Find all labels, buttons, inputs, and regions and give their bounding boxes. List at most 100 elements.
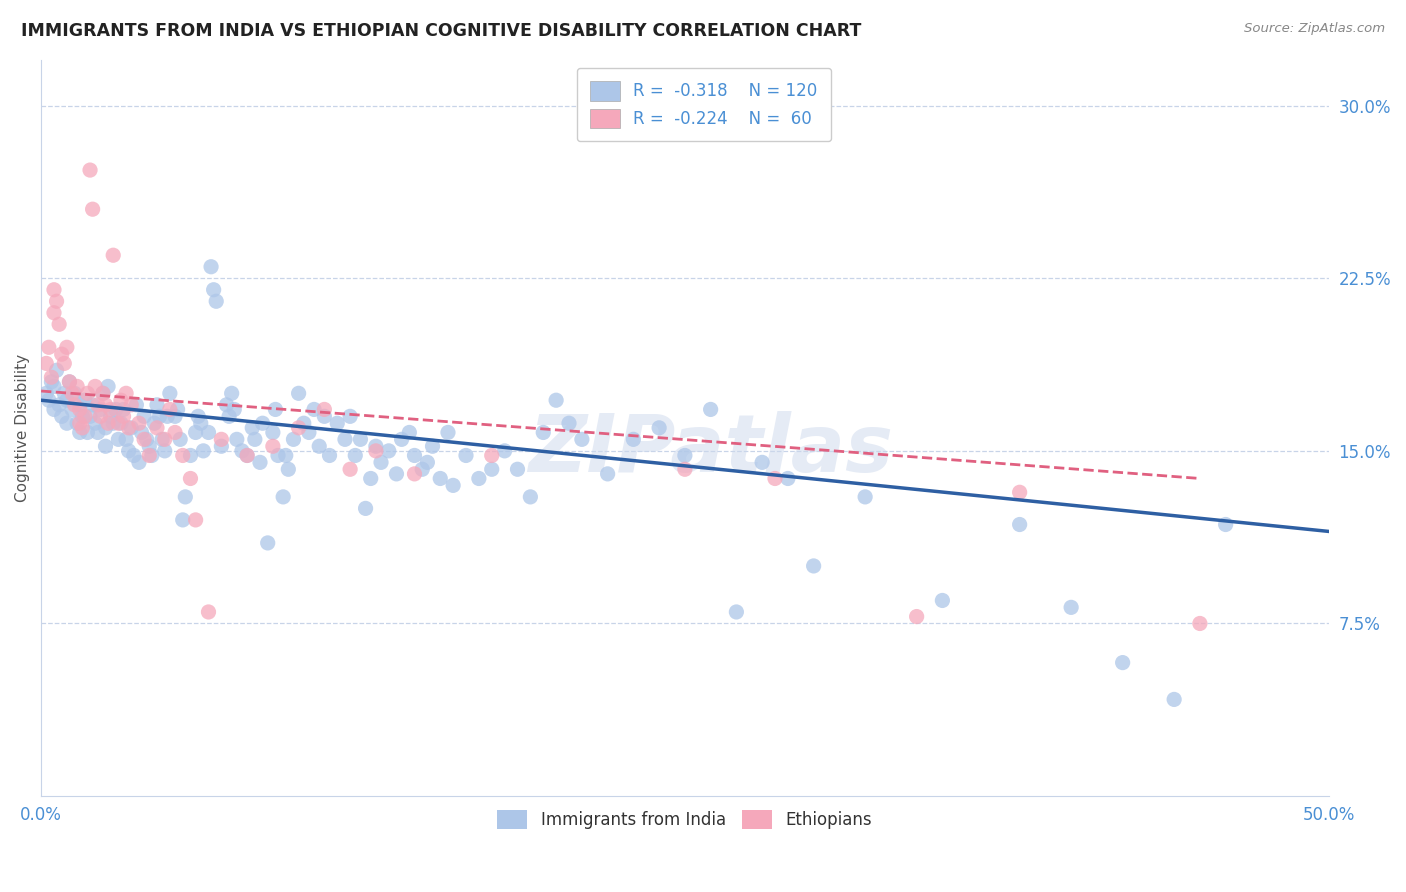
Point — [135, 433, 157, 447]
Point — [454, 449, 477, 463]
Point — [179, 471, 201, 485]
Point — [172, 449, 194, 463]
Point — [156, 409, 179, 424]
Point — [120, 398, 142, 412]
Point — [1060, 600, 1083, 615]
Point — [163, 425, 186, 440]
Point — [132, 409, 155, 424]
Point — [122, 449, 145, 463]
Point — [51, 347, 73, 361]
Point — [159, 402, 181, 417]
Point — [236, 449, 259, 463]
Point — [262, 425, 284, 440]
Point — [73, 409, 96, 424]
Point — [91, 386, 114, 401]
Point — [416, 455, 439, 469]
Point — [79, 409, 101, 424]
Point — [76, 425, 98, 440]
Point — [558, 416, 581, 430]
Point — [72, 409, 94, 424]
Point — [45, 363, 67, 377]
Point — [66, 416, 89, 430]
Point — [385, 467, 408, 481]
Point — [48, 398, 70, 412]
Point — [76, 386, 98, 401]
Point — [699, 402, 721, 417]
Point — [673, 462, 696, 476]
Point — [42, 283, 65, 297]
Point — [118, 421, 141, 435]
Point — [197, 605, 219, 619]
Point — [79, 163, 101, 178]
Point — [190, 416, 212, 430]
Point — [138, 439, 160, 453]
Point — [104, 402, 127, 417]
Point — [53, 386, 76, 401]
Point — [221, 386, 243, 401]
Point — [200, 260, 222, 274]
Point — [763, 471, 786, 485]
Text: IMMIGRANTS FROM INDIA VS ETHIOPIAN COGNITIVE DISABILITY CORRELATION CHART: IMMIGRANTS FROM INDIA VS ETHIOPIAN COGNI… — [21, 22, 862, 40]
Legend: Immigrants from India, Ethiopians: Immigrants from India, Ethiopians — [491, 803, 879, 836]
Point — [42, 402, 65, 417]
Point — [481, 449, 503, 463]
Point — [571, 433, 593, 447]
Point — [398, 425, 420, 440]
Point — [905, 609, 928, 624]
Point — [56, 416, 79, 430]
Text: Source: ZipAtlas.com: Source: ZipAtlas.com — [1244, 22, 1385, 36]
Point — [148, 409, 170, 424]
Point — [107, 433, 129, 447]
Point — [107, 416, 129, 430]
Point — [422, 439, 444, 453]
Point — [100, 409, 122, 424]
Point — [224, 402, 246, 417]
Point — [69, 425, 91, 440]
Point — [184, 513, 207, 527]
Point — [115, 386, 138, 401]
Point — [35, 356, 58, 370]
Point — [333, 433, 356, 447]
Point — [292, 416, 315, 430]
Point — [205, 294, 228, 309]
Point — [391, 433, 413, 447]
Point — [84, 379, 107, 393]
Point — [128, 455, 150, 469]
Point — [240, 421, 263, 435]
Point — [277, 462, 299, 476]
Point — [354, 501, 377, 516]
Point — [506, 462, 529, 476]
Point — [853, 490, 876, 504]
Point — [287, 421, 309, 435]
Point — [264, 402, 287, 417]
Point — [202, 283, 225, 297]
Point — [546, 393, 568, 408]
Point — [63, 386, 86, 401]
Point — [118, 443, 141, 458]
Point — [94, 421, 117, 435]
Point — [481, 462, 503, 476]
Point — [262, 439, 284, 453]
Point — [225, 433, 247, 447]
Point — [494, 443, 516, 458]
Point — [58, 375, 80, 389]
Point — [115, 433, 138, 447]
Point — [128, 416, 150, 430]
Point — [58, 375, 80, 389]
Point — [41, 370, 63, 384]
Point — [138, 449, 160, 463]
Point — [243, 433, 266, 447]
Point — [298, 425, 321, 440]
Point — [370, 455, 392, 469]
Point — [125, 398, 148, 412]
Point — [287, 386, 309, 401]
Point — [72, 421, 94, 435]
Point — [172, 513, 194, 527]
Point — [97, 416, 120, 430]
Point — [132, 433, 155, 447]
Point — [112, 409, 135, 424]
Point — [38, 393, 60, 408]
Point — [112, 402, 135, 417]
Point — [344, 449, 367, 463]
Point — [209, 439, 232, 453]
